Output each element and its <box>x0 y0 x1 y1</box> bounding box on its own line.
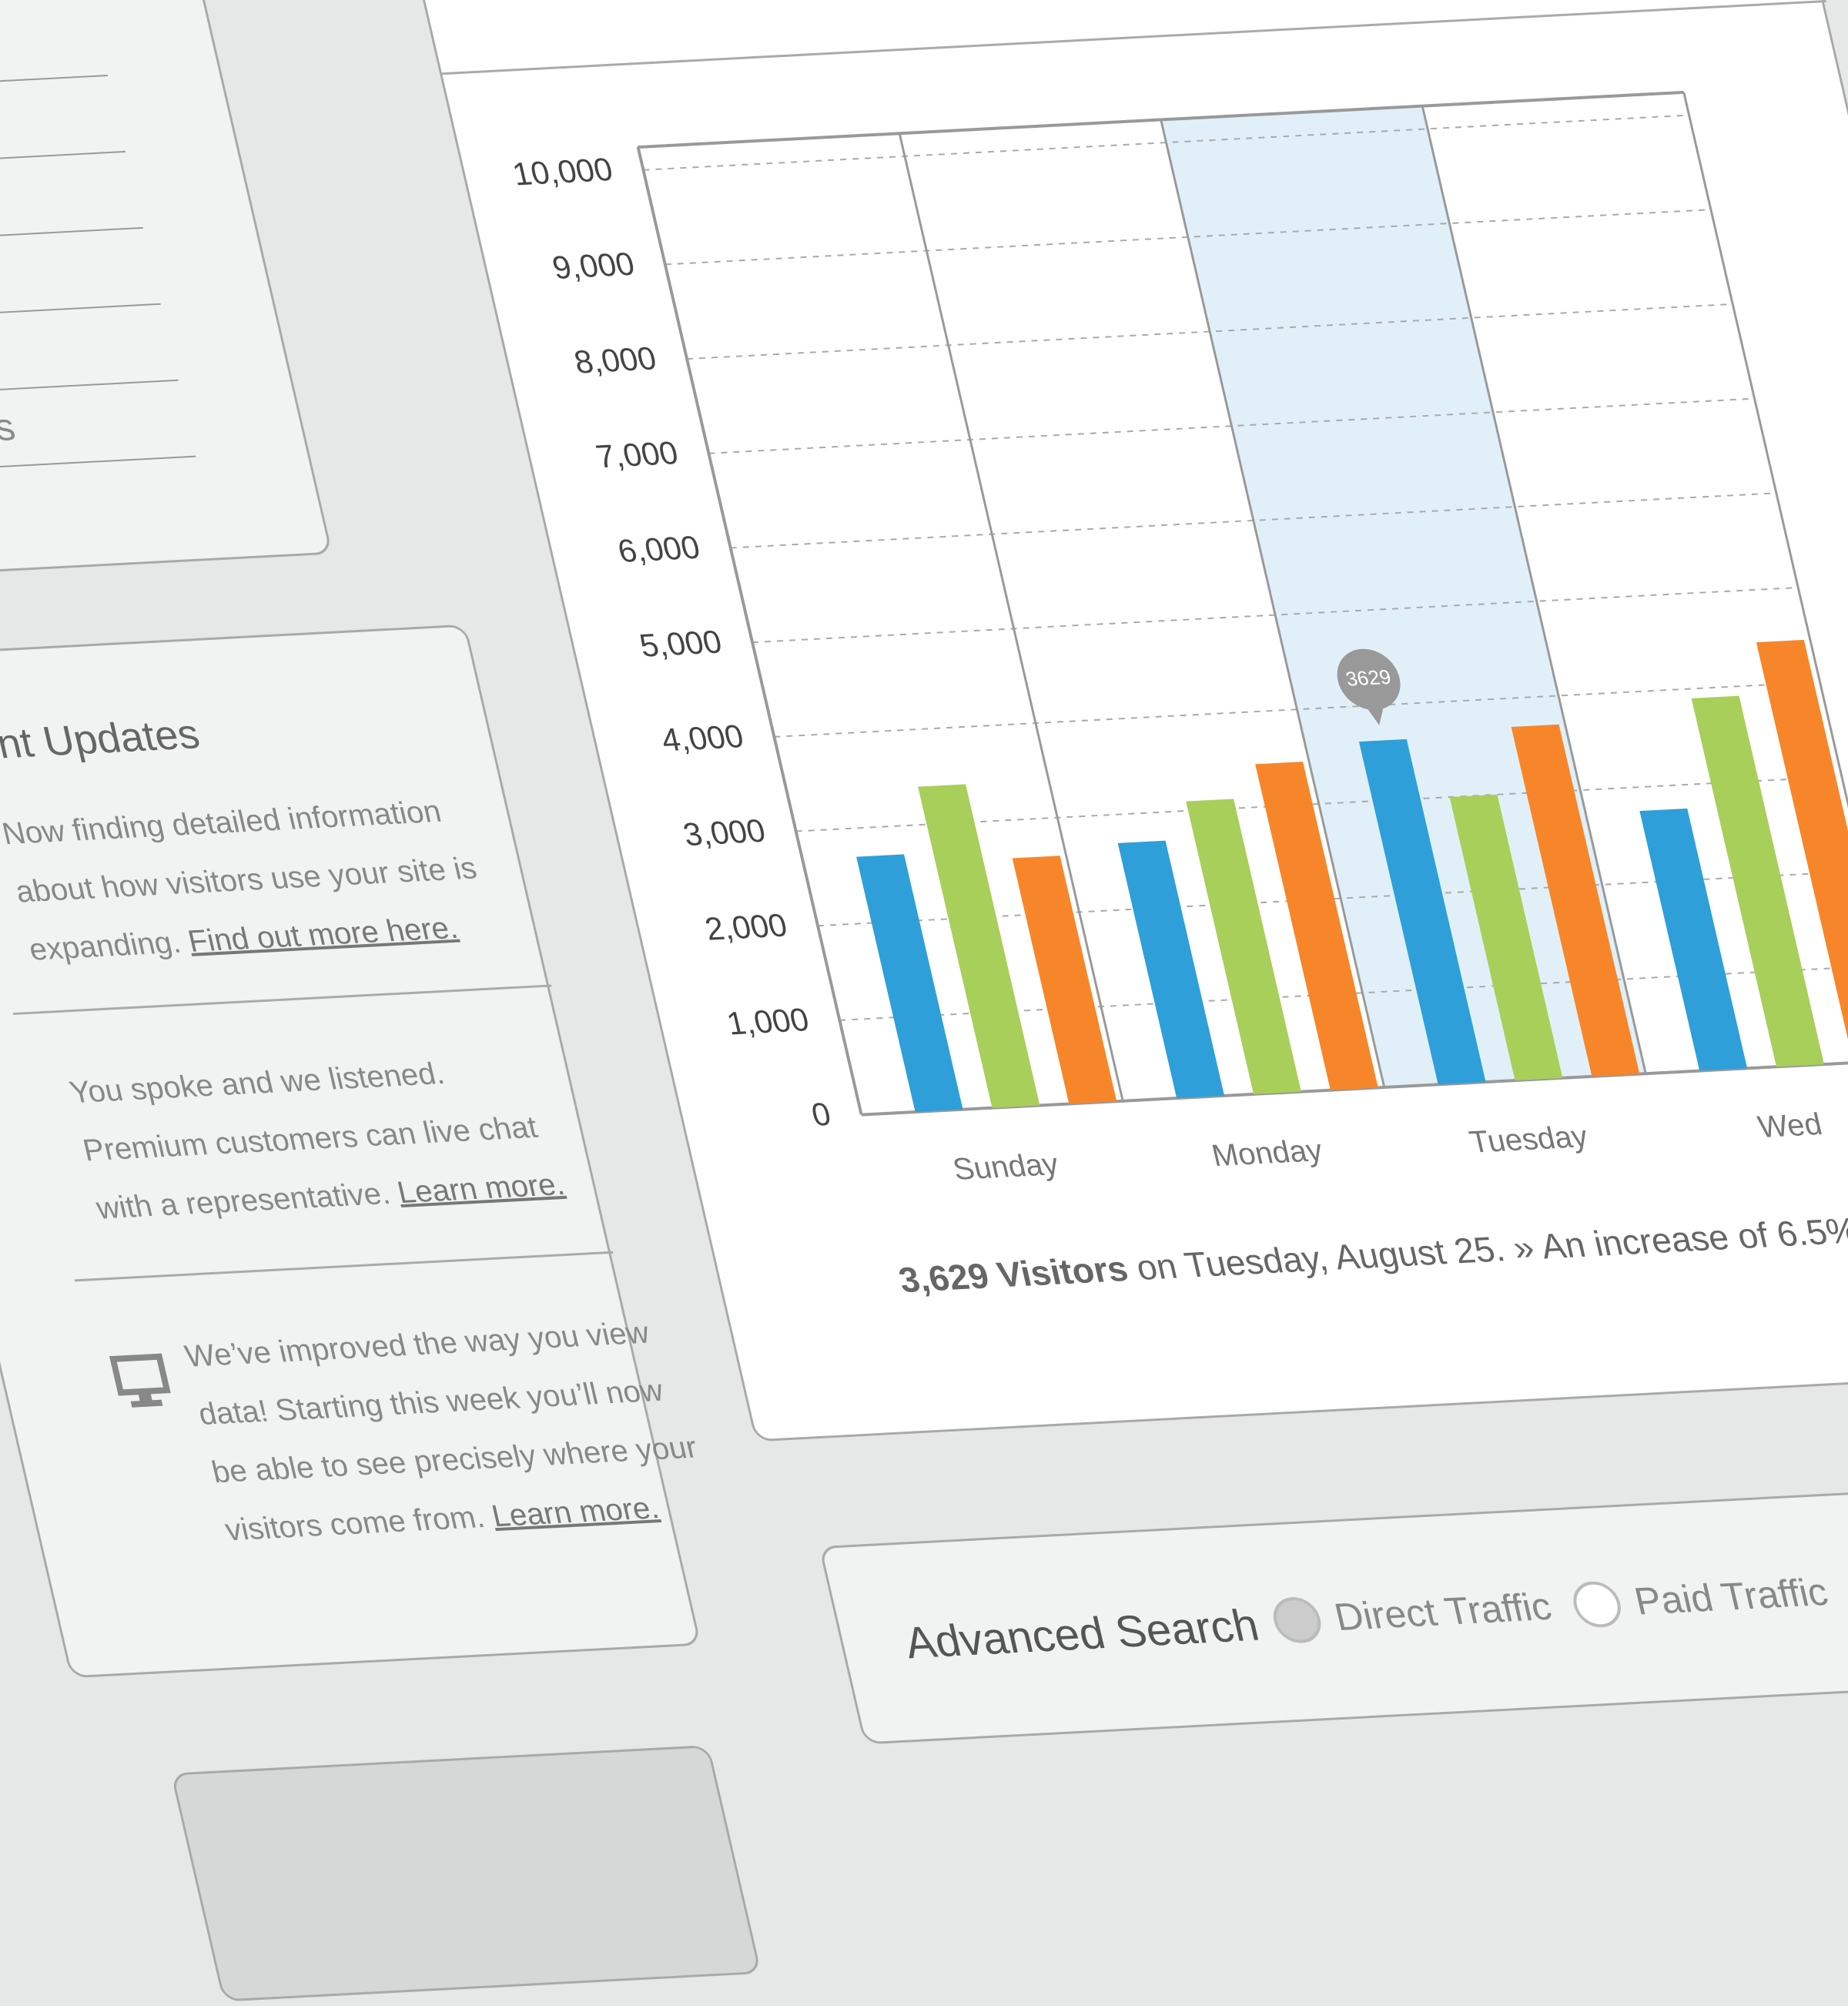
chart-panel: 0 1,000 2,000 3,000 4,000 5,000 6,000 7,000 8,00… <box>407 0 1848 1442</box>
search-panel: Advanced Search Direct Traffic Paid Traf… <box>819 1478 1848 1745</box>
y-tick-label: 1,000 <box>723 1002 812 1042</box>
search-title: Advanced Search <box>899 1599 1264 1669</box>
tooltip <box>1337 648 1401 710</box>
x-tick-label: Sunday <box>949 1147 1062 1186</box>
update-text: Now finding detailed information about h… <box>0 779 528 979</box>
bar <box>1255 762 1378 1090</box>
nav-item[interactable]: m Statistics <box>0 379 196 477</box>
x-tick-label: Monday <box>1208 1133 1326 1173</box>
bar <box>1117 840 1225 1099</box>
y-tick-label: 10,000 <box>509 151 616 192</box>
highlight-band <box>1160 105 1646 1088</box>
update-link[interactable]: Find out more here. <box>184 910 461 959</box>
updates-panel: ount Updates Now finding detailed inform… <box>0 624 701 1679</box>
update-link[interactable]: Learn more. <box>488 1491 662 1534</box>
category-divider <box>1421 105 1647 1074</box>
tooltip-label: 3629 <box>1344 665 1394 690</box>
y-tick-label: 2,000 <box>701 907 791 947</box>
radio[interactable] <box>1568 1580 1625 1629</box>
bar <box>856 854 963 1112</box>
update-text: You spoke and we listened. Premium custo… <box>64 1038 596 1237</box>
y-tick-label: 3,000 <box>680 812 769 852</box>
nav-panel: sPagesVisitorsEnginese Providersm Statis… <box>0 0 333 581</box>
update-text: We’ve improved the way you view data! St… <box>179 1302 725 1559</box>
radio-label[interactable]: Paid Traffic <box>1630 1570 1833 1623</box>
bar <box>1691 695 1824 1067</box>
bar <box>1358 738 1486 1085</box>
bar <box>1639 808 1748 1071</box>
radio[interactable] <box>1268 1596 1326 1645</box>
bar <box>1511 724 1640 1077</box>
y-axis <box>636 146 863 1115</box>
bar <box>1756 639 1848 1063</box>
bar <box>1449 794 1563 1081</box>
updates-title: ount Updates <box>0 711 204 770</box>
radio-label[interactable]: Direct Traffic <box>1330 1584 1556 1639</box>
y-tick-label: 8,000 <box>571 340 660 380</box>
y-tick-label: 9,000 <box>549 246 638 286</box>
plot-top <box>638 90 1685 149</box>
y-tick-label: 7,000 <box>592 435 681 475</box>
category-divider <box>1160 119 1386 1088</box>
separator <box>74 1251 614 1282</box>
y-tick-label: 4,000 <box>658 718 747 759</box>
separator <box>12 984 552 1016</box>
chart: 0 1,000 2,000 3,000 4,000 5,000 6,000 7,000 8,00… <box>509 90 1848 1187</box>
y-tick-label: 0 <box>808 1096 834 1132</box>
bar <box>918 784 1040 1108</box>
y-tick-label: 6,000 <box>614 529 704 569</box>
bar <box>1186 799 1301 1094</box>
bar <box>1012 856 1117 1104</box>
monitor-icon <box>109 1353 171 1408</box>
y-tick-label: 5,000 <box>636 624 725 664</box>
x-tick-label: Tuesday <box>1466 1119 1592 1159</box>
x-tick-label: Wed <box>1755 1107 1826 1144</box>
category-divider <box>898 133 1124 1101</box>
lower-panel <box>170 1745 762 2002</box>
update-link[interactable]: Learn more. <box>393 1167 568 1210</box>
category-divider <box>1682 92 1848 1060</box>
